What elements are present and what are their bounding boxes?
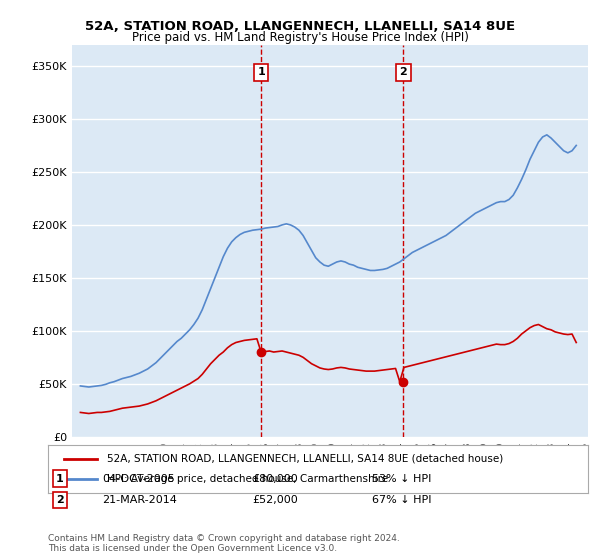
Text: 21-MAR-2014: 21-MAR-2014 [102,495,177,505]
Text: £52,000: £52,000 [252,495,298,505]
Text: 53% ↓ HPI: 53% ↓ HPI [372,474,431,484]
Text: £80,000: £80,000 [252,474,298,484]
Text: 52A, STATION ROAD, LLANGENNECH, LLANELLI, SA14 8UE: 52A, STATION ROAD, LLANGENNECH, LLANELLI… [85,20,515,32]
Text: Price paid vs. HM Land Registry's House Price Index (HPI): Price paid vs. HM Land Registry's House … [131,31,469,44]
Text: 1: 1 [56,474,64,484]
Text: 52A, STATION ROAD, LLANGENNECH, LLANELLI, SA14 8UE (detached house): 52A, STATION ROAD, LLANGENNECH, LLANELLI… [107,454,503,464]
Text: HPI: Average price, detached house, Carmarthenshire: HPI: Average price, detached house, Carm… [107,474,389,484]
Text: 2: 2 [400,67,407,77]
Text: Contains HM Land Registry data © Crown copyright and database right 2024.
This d: Contains HM Land Registry data © Crown c… [48,534,400,553]
Text: 1: 1 [257,67,265,77]
Text: 2: 2 [56,495,64,505]
Text: 67% ↓ HPI: 67% ↓ HPI [372,495,431,505]
Text: 04-OCT-2005: 04-OCT-2005 [102,474,175,484]
